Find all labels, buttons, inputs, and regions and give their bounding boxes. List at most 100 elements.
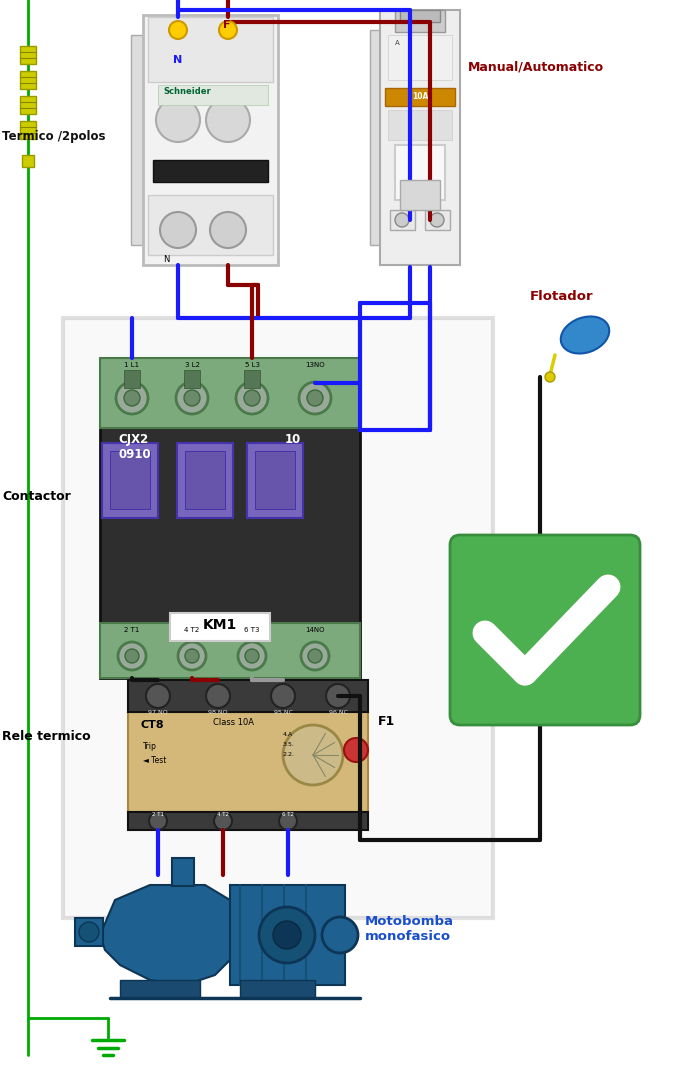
Bar [128, 680, 368, 712]
Circle shape [124, 390, 140, 405]
Bar [22, 155, 34, 167]
Text: 4.A: 4.A [283, 732, 293, 737]
Text: CJX2
0910: CJX2 0910 [118, 433, 150, 461]
Circle shape [430, 213, 444, 227]
Bar [20, 46, 36, 64]
Circle shape [245, 649, 259, 663]
Bar [388, 110, 452, 140]
Bar [380, 10, 460, 265]
Circle shape [116, 382, 148, 414]
FancyBboxPatch shape [450, 535, 640, 725]
Bar [244, 370, 260, 388]
Bar [20, 96, 36, 114]
Circle shape [156, 98, 200, 142]
Circle shape [545, 372, 555, 382]
Bar [100, 358, 360, 678]
Text: F: F [223, 20, 230, 31]
Text: 3 L2: 3 L2 [185, 362, 200, 368]
Text: Termico /2polos: Termico /2polos [2, 130, 106, 143]
Text: 13NO: 13NO [305, 362, 325, 368]
Circle shape [184, 390, 200, 405]
Circle shape [160, 211, 196, 249]
Bar [177, 443, 233, 518]
Text: 96 NC: 96 NC [328, 710, 347, 715]
Bar [247, 443, 303, 518]
Bar [20, 121, 36, 140]
Bar [385, 88, 455, 106]
Circle shape [206, 98, 250, 142]
Bar [143, 15, 278, 265]
Circle shape [326, 685, 350, 708]
Circle shape [236, 382, 268, 414]
Text: 5 L3: 5 L3 [244, 362, 259, 368]
Circle shape [176, 382, 208, 414]
Circle shape [125, 649, 139, 663]
Text: CT8: CT8 [140, 720, 164, 730]
Bar [240, 980, 315, 998]
Text: 6 T3: 6 T3 [244, 627, 260, 633]
Text: 4 T2: 4 T2 [217, 812, 229, 818]
Text: 1 L1: 1 L1 [125, 362, 139, 368]
Circle shape [206, 685, 230, 708]
Text: ◄ Test: ◄ Test [143, 756, 167, 765]
Bar [390, 210, 415, 230]
Circle shape [210, 211, 246, 249]
Text: 98 NO: 98 NO [209, 710, 228, 715]
Circle shape [273, 921, 301, 949]
Text: 2.2.: 2.2. [282, 752, 294, 756]
Circle shape [238, 642, 266, 670]
Text: 10: 10 [285, 433, 301, 446]
Bar [110, 451, 150, 509]
Bar [131, 35, 143, 245]
Circle shape [118, 642, 146, 670]
Circle shape [185, 649, 199, 663]
Bar [185, 451, 225, 509]
Text: Motobomba
monofasico: Motobomba monofasico [365, 915, 454, 943]
Circle shape [301, 642, 329, 670]
Bar [400, 180, 440, 210]
Text: 3.5.: 3.5. [282, 742, 294, 747]
Circle shape [244, 390, 260, 405]
Bar [102, 443, 158, 518]
Bar [100, 623, 360, 678]
Bar [153, 160, 268, 182]
Text: Class 10A: Class 10A [213, 718, 254, 727]
Bar [425, 210, 450, 230]
Ellipse shape [561, 316, 609, 353]
Bar [395, 10, 445, 32]
Bar [170, 613, 270, 641]
Circle shape [322, 917, 358, 953]
Circle shape [271, 685, 295, 708]
Text: Flotador: Flotador [530, 290, 594, 303]
Circle shape [169, 21, 187, 39]
Text: Contactor: Contactor [2, 490, 71, 502]
Bar [100, 358, 360, 428]
Text: 14NO: 14NO [305, 627, 325, 633]
Text: Rele termico: Rele termico [2, 730, 91, 743]
Bar [148, 195, 273, 255]
Circle shape [178, 642, 206, 670]
Circle shape [214, 812, 232, 829]
Text: F1: F1 [378, 715, 395, 728]
Bar [63, 318, 493, 918]
Text: A: A [395, 40, 399, 46]
Bar [128, 712, 368, 812]
Circle shape [79, 922, 99, 942]
Text: Schneider: Schneider [163, 87, 211, 96]
Circle shape [308, 649, 322, 663]
Text: 4 T2: 4 T2 [184, 627, 200, 633]
Bar [255, 451, 295, 509]
Circle shape [395, 213, 409, 227]
Text: 2 T1: 2 T1 [125, 627, 139, 633]
Bar [148, 17, 273, 82]
Circle shape [146, 685, 170, 708]
Circle shape [279, 812, 297, 829]
Circle shape [307, 390, 323, 405]
Bar [395, 145, 445, 199]
Text: 95 NC: 95 NC [274, 710, 292, 715]
Bar [120, 980, 200, 998]
Polygon shape [100, 885, 240, 985]
Bar [370, 31, 380, 245]
Text: N: N [173, 54, 183, 65]
Text: Trip: Trip [143, 742, 157, 751]
